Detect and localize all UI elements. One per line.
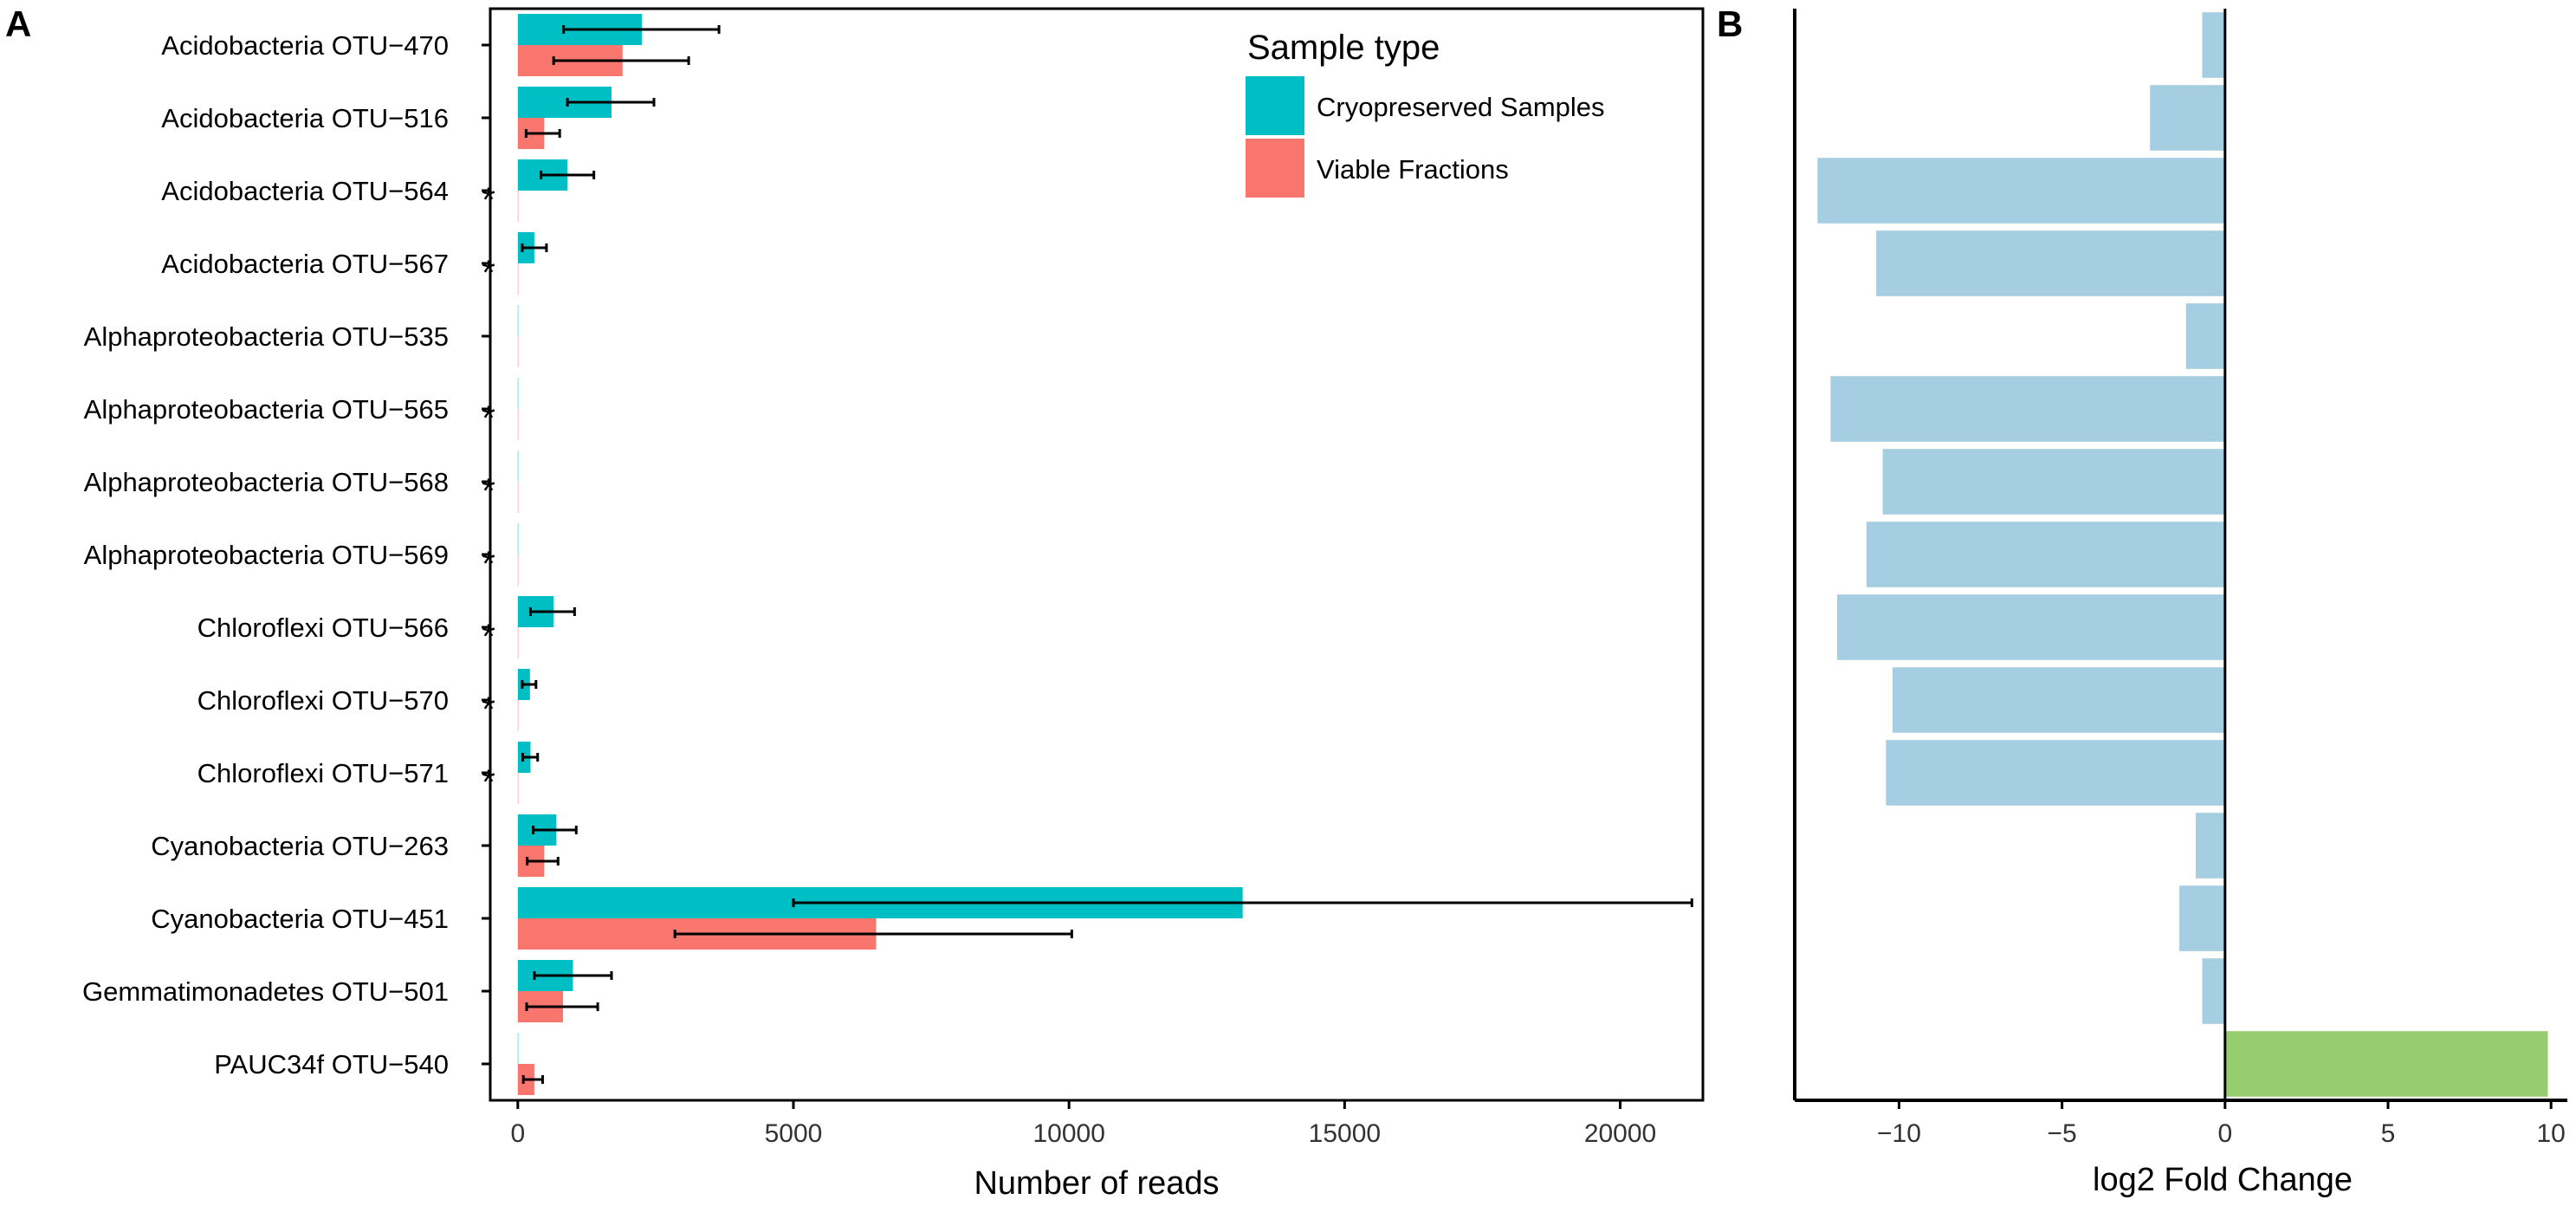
x-tick-label-1: 5000 bbox=[765, 1119, 823, 1148]
fold-change-bar-9 bbox=[1892, 667, 2225, 733]
y-tick-label-10: Chloroflexi OTU−571 bbox=[197, 758, 449, 788]
bar-viable-fractions-10 bbox=[517, 773, 519, 804]
bar-cryopreserved-samples-7 bbox=[517, 523, 519, 554]
y-tick-label-5: Alphaproteobacteria OTU−565 bbox=[84, 394, 449, 425]
bar-viable-fractions-7 bbox=[517, 554, 519, 586]
y-tick-label-1: Acidobacteria OTU−516 bbox=[161, 103, 449, 133]
error-bar-viable-fractions-12 bbox=[673, 930, 1073, 938]
bar-cryopreserved-samples-14 bbox=[517, 1033, 519, 1064]
y-tick-label-7: Alphaproteobacteria OTU−569 bbox=[84, 540, 449, 570]
error-bar-cryopreserved-samples-10 bbox=[521, 753, 540, 762]
b-x-tick-label-0: −10 bbox=[1877, 1119, 1921, 1148]
panel-b-chart: −10 −5 0 5 10 log2 Fold Change bbox=[1793, 9, 2567, 1198]
fold-change-bar-1 bbox=[2150, 85, 2225, 151]
y-tick-label-2: Acidobacteria OTU−564 bbox=[161, 176, 449, 206]
b-x-tick-label-4: 10 bbox=[2536, 1119, 2565, 1148]
significance-marker-2: * bbox=[482, 181, 495, 219]
legend-label-cryopreserved: Cryopreserved Samples bbox=[1317, 92, 1605, 122]
error-bar-viable-fractions-13 bbox=[525, 1002, 599, 1011]
panel-a-x-axis-title: Number of reads bbox=[974, 1165, 1219, 1202]
y-tick-label-12: Cyanobacteria OTU−451 bbox=[151, 904, 449, 934]
legend: Sample type Cryopreserved Samples Viable… bbox=[1246, 29, 1605, 198]
y-tick-label-13: Gemmatimonadetes OTU−501 bbox=[82, 976, 449, 1007]
y-tick-label-3: Acidobacteria OTU−567 bbox=[161, 249, 449, 279]
error-bar-viable-fractions-11 bbox=[526, 857, 560, 866]
y-tick-label-11: Cyanobacteria OTU−263 bbox=[151, 831, 449, 861]
panel-b-x-axis-title: log2 Fold Change bbox=[2093, 1162, 2353, 1198]
y-tick-label-9: Chloroflexi OTU−570 bbox=[197, 685, 449, 716]
fold-change-bar-5 bbox=[1830, 376, 2225, 442]
legend-title: Sample type bbox=[1247, 29, 1440, 67]
significance-marker-10: * bbox=[482, 763, 495, 801]
error-bar-cryopreserved-samples-12 bbox=[792, 898, 1693, 907]
significance-marker-9: * bbox=[482, 691, 495, 729]
fold-change-bar-11 bbox=[2195, 813, 2225, 879]
fold-change-bar-10 bbox=[1886, 740, 2225, 806]
y-tick-label-6: Alphaproteobacteria OTU−568 bbox=[84, 467, 449, 497]
significance-marker-3: * bbox=[482, 254, 495, 292]
fold-change-bar-12 bbox=[2179, 885, 2225, 951]
bar-viable-fractions-5 bbox=[517, 409, 519, 440]
legend-key-viable bbox=[1246, 139, 1304, 198]
fold-change-bar-6 bbox=[1882, 449, 2225, 515]
fold-change-bar-0 bbox=[2202, 12, 2225, 78]
b-x-tick-label-1: −5 bbox=[2048, 1119, 2077, 1148]
error-bar-cryopreserved-samples-0 bbox=[562, 25, 721, 34]
x-tick-label-3: 15000 bbox=[1309, 1119, 1381, 1148]
y-tick-label-8: Chloroflexi OTU−566 bbox=[197, 613, 449, 643]
legend-key-cryopreserved bbox=[1246, 76, 1304, 135]
error-bar-cryopreserved-samples-11 bbox=[532, 826, 578, 834]
significance-marker-6: * bbox=[482, 472, 495, 510]
panel-label-b: B bbox=[1717, 3, 1743, 44]
legend-label-viable: Viable Fractions bbox=[1317, 154, 1509, 185]
x-tick-label-4: 20000 bbox=[1584, 1119, 1656, 1148]
fold-change-bar-7 bbox=[1866, 522, 2225, 587]
bar-cryopreserved-samples-4 bbox=[517, 305, 519, 336]
x-tick-label-2: 10000 bbox=[1032, 1119, 1104, 1148]
bar-viable-fractions-6 bbox=[517, 482, 519, 513]
b-x-tick-label-3: 5 bbox=[2381, 1119, 2396, 1148]
b-x-tick-label-2: 0 bbox=[2217, 1119, 2232, 1148]
panel-label-a: A bbox=[5, 3, 31, 44]
error-bar-cryopreserved-samples-1 bbox=[566, 98, 656, 107]
significance-marker-7: * bbox=[482, 545, 495, 583]
significance-marker-5: * bbox=[482, 399, 495, 438]
fold-change-bar-2 bbox=[1817, 158, 2225, 224]
fold-change-bar-4 bbox=[2185, 303, 2225, 369]
fold-change-bar-3 bbox=[1876, 230, 2225, 296]
y-tick-label-14: PAUC34f OTU−540 bbox=[214, 1049, 449, 1080]
panel-a-chart: Acidobacteria OTU−470 Acidobacteria OTU−5… bbox=[82, 7, 1705, 1202]
bar-viable-fractions-9 bbox=[517, 700, 519, 731]
fold-change-bar-8 bbox=[1836, 594, 2225, 660]
error-bar-cryopreserved-samples-13 bbox=[533, 971, 613, 980]
y-tick-label-4: Alphaproteobacteria OTU−535 bbox=[84, 321, 449, 352]
error-bar-cryopreserved-samples-2 bbox=[540, 171, 596, 179]
bar-viable-fractions-4 bbox=[517, 336, 519, 367]
x-tick-label-0: 0 bbox=[510, 1119, 525, 1148]
error-bar-cryopreserved-samples-8 bbox=[528, 607, 576, 616]
error-bar-cryopreserved-samples-3 bbox=[521, 243, 548, 252]
fold-change-bar-13 bbox=[2202, 958, 2225, 1024]
fold-change-bar-14 bbox=[2224, 1031, 2548, 1097]
bar-cryopreserved-samples-5 bbox=[517, 378, 519, 409]
error-bar-viable-fractions-1 bbox=[524, 129, 561, 138]
error-bar-viable-fractions-14 bbox=[521, 1075, 544, 1084]
bar-viable-fractions-2 bbox=[517, 191, 519, 222]
error-bar-cryopreserved-samples-9 bbox=[521, 680, 538, 689]
bar-viable-fractions-8 bbox=[517, 627, 519, 658]
bar-cryopreserved-samples-6 bbox=[517, 451, 519, 482]
significance-marker-8: * bbox=[482, 618, 495, 656]
bar-viable-fractions-3 bbox=[517, 263, 519, 295]
error-bar-viable-fractions-0 bbox=[552, 56, 690, 65]
y-tick-label-0: Acidobacteria OTU−470 bbox=[161, 30, 449, 61]
